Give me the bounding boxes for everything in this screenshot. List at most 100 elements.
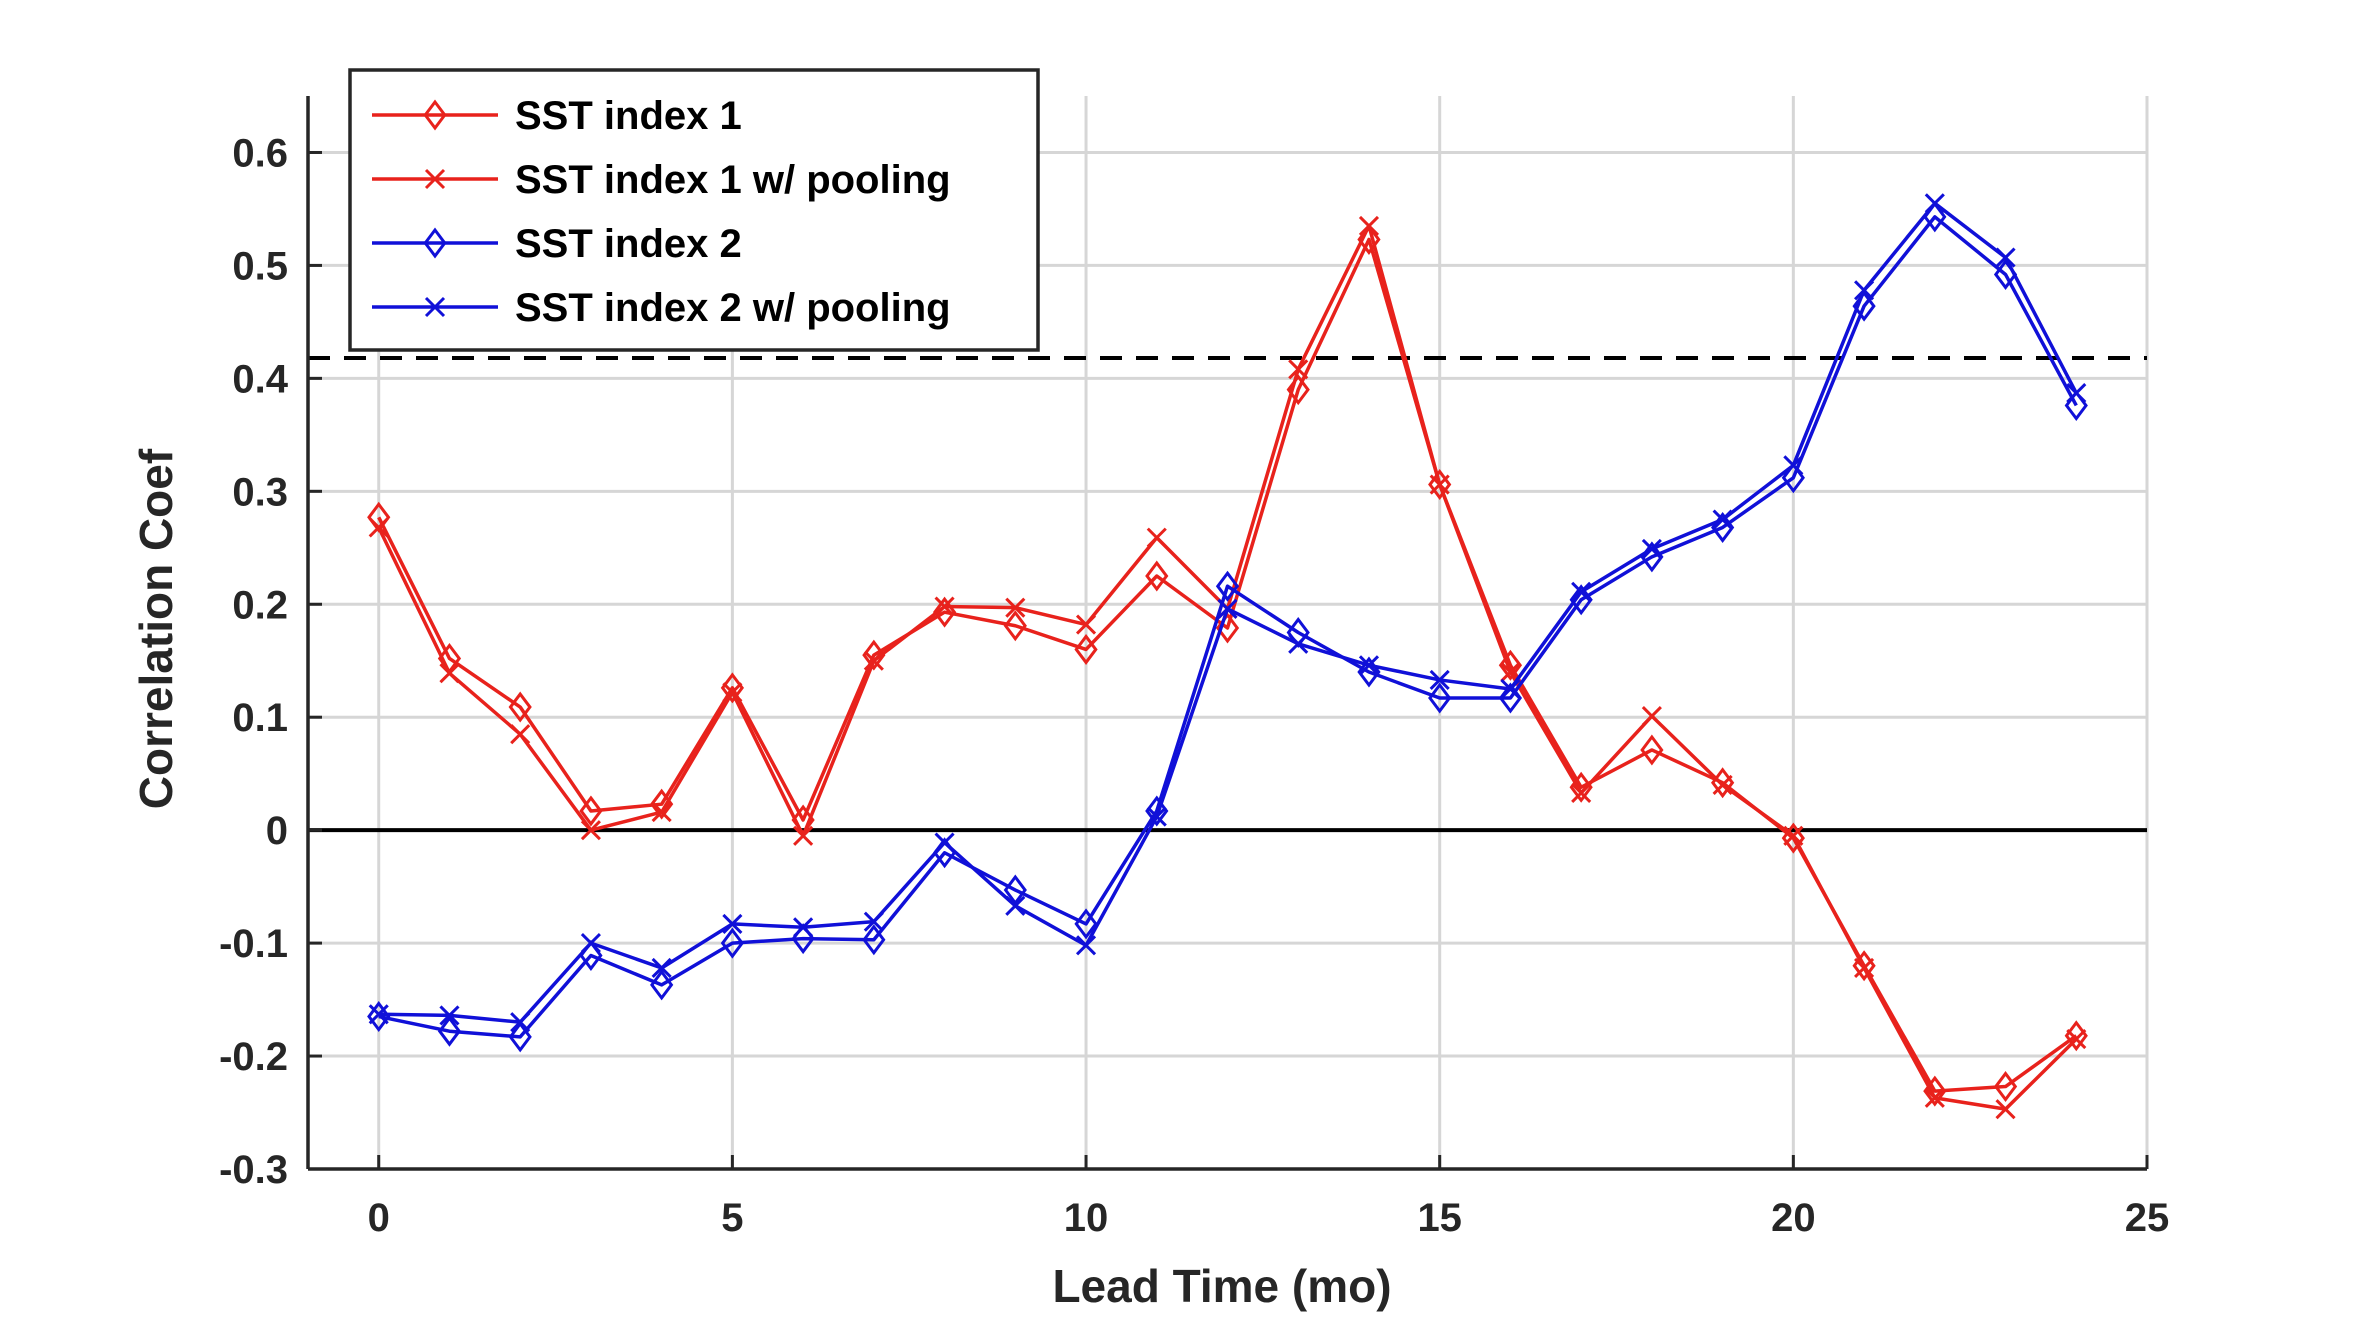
data-point (2066, 1029, 2087, 1050)
data-point (1995, 247, 2016, 268)
data-point (1358, 655, 1380, 676)
data-point (1993, 1071, 2018, 1103)
marker-stroke (934, 832, 955, 853)
data-point (1854, 280, 1875, 301)
marker-stroke (1641, 538, 1662, 559)
data-point (1641, 706, 1662, 727)
marker-stroke (793, 825, 814, 846)
marker-stroke (722, 913, 743, 934)
marker-stroke (1854, 280, 1875, 301)
data-point (793, 825, 814, 846)
marker-stroke (1075, 935, 1097, 956)
data-point (651, 802, 672, 823)
data-point (1075, 614, 1097, 635)
legend-entry: SST index 1 w/ pooling (372, 158, 951, 202)
marker-stroke (1146, 806, 1167, 827)
data-point (2066, 382, 2087, 404)
data-point (793, 917, 814, 938)
data-point (1781, 822, 1805, 854)
data-point (720, 672, 745, 704)
y-tick-label: -0.3 (219, 1148, 288, 1192)
marker-stroke (2066, 1029, 2087, 1050)
data-point (1571, 581, 1592, 602)
x-tick-label: 15 (1417, 1196, 1462, 1240)
legend-label: SST index 2 (515, 222, 742, 266)
marker-stroke (1995, 247, 2016, 268)
marker-stroke (1288, 633, 1309, 654)
data-point (722, 682, 743, 703)
marker-stroke (439, 663, 460, 684)
marker-stroke (424, 296, 446, 318)
data-point (1924, 193, 1945, 214)
marker-stroke (510, 1012, 531, 1033)
data-point (1358, 215, 1380, 236)
marker-stroke (1429, 474, 1450, 495)
marker-stroke (580, 933, 601, 954)
data-point (1288, 633, 1309, 654)
marker-stroke (651, 802, 672, 823)
data-point (1074, 633, 1098, 665)
data-point (368, 517, 389, 538)
data-point (863, 911, 884, 932)
data-point (862, 639, 886, 671)
marker-stroke (1712, 774, 1733, 796)
series-line (378, 215, 2078, 1039)
data-point (1995, 1099, 2016, 1120)
x-tick-label: 5 (721, 1196, 743, 1240)
data-point (1712, 509, 1733, 530)
legend-entry: SST index 1 (372, 94, 742, 138)
data-point (510, 1012, 531, 1033)
data-point (1357, 223, 1381, 255)
y-tick-label: -0.2 (219, 1035, 288, 1079)
reference-lines (308, 356, 2147, 833)
data-point (1571, 782, 1592, 803)
data-point (862, 924, 886, 956)
legend-marker (424, 296, 446, 318)
marker-stroke (439, 1005, 460, 1026)
marker-stroke (1500, 661, 1521, 683)
marker-stroke (1217, 598, 1238, 619)
marker-stroke (1075, 614, 1097, 635)
y-tick-label: 0.2 (232, 583, 288, 627)
data-point (437, 1015, 462, 1047)
data-point (1783, 825, 1804, 846)
legend-marker (423, 227, 447, 259)
marker-stroke (1924, 193, 1945, 214)
tick-labels: 0 5 10 15 20 25 -0.3 -0.2 -0.1 0 0.1 0.2 0.3 0.4 0.5 0.… (219, 131, 2169, 1240)
marker-stroke (863, 911, 884, 932)
marker-stroke (1571, 581, 1592, 602)
marker-stroke (2066, 382, 2087, 404)
x-tick-label: 0 (368, 1196, 390, 1240)
y-tick-label: 0.5 (232, 244, 288, 288)
data-point (439, 663, 460, 684)
data-point (439, 1005, 460, 1026)
marker-stroke (651, 957, 672, 979)
y-tick-label: -0.1 (219, 922, 288, 966)
legend-marker (424, 168, 446, 190)
y-tick-label: 0.1 (232, 696, 288, 740)
y-axis-title: Correlation Coef (130, 448, 182, 809)
data-point (1641, 538, 1662, 559)
data-point (580, 933, 601, 954)
data-point (1005, 895, 1026, 916)
legend-label: SST index 1 (515, 94, 742, 138)
data-point (1712, 774, 1733, 796)
marker-stroke (1641, 706, 1662, 727)
marker-stroke (1005, 895, 1026, 916)
data-point (651, 957, 672, 979)
data-point (934, 832, 955, 853)
data-point (580, 820, 601, 841)
data-point (1500, 678, 1521, 700)
data-point (934, 596, 955, 617)
data-point (1145, 560, 1169, 592)
data-point (1288, 359, 1309, 380)
data-point (1640, 734, 1664, 766)
data-point (368, 1004, 389, 1025)
data-point (1569, 584, 1593, 616)
y-tick-label: 0.4 (232, 357, 288, 401)
data-point (650, 969, 674, 1001)
data-point (1924, 1087, 1945, 1108)
marker-stroke (368, 1004, 389, 1025)
legend: SST index 1 SST index 1 w/ pooling SST ind… (348, 68, 1040, 352)
legend-entry: SST index 2 w/ pooling (372, 286, 951, 330)
